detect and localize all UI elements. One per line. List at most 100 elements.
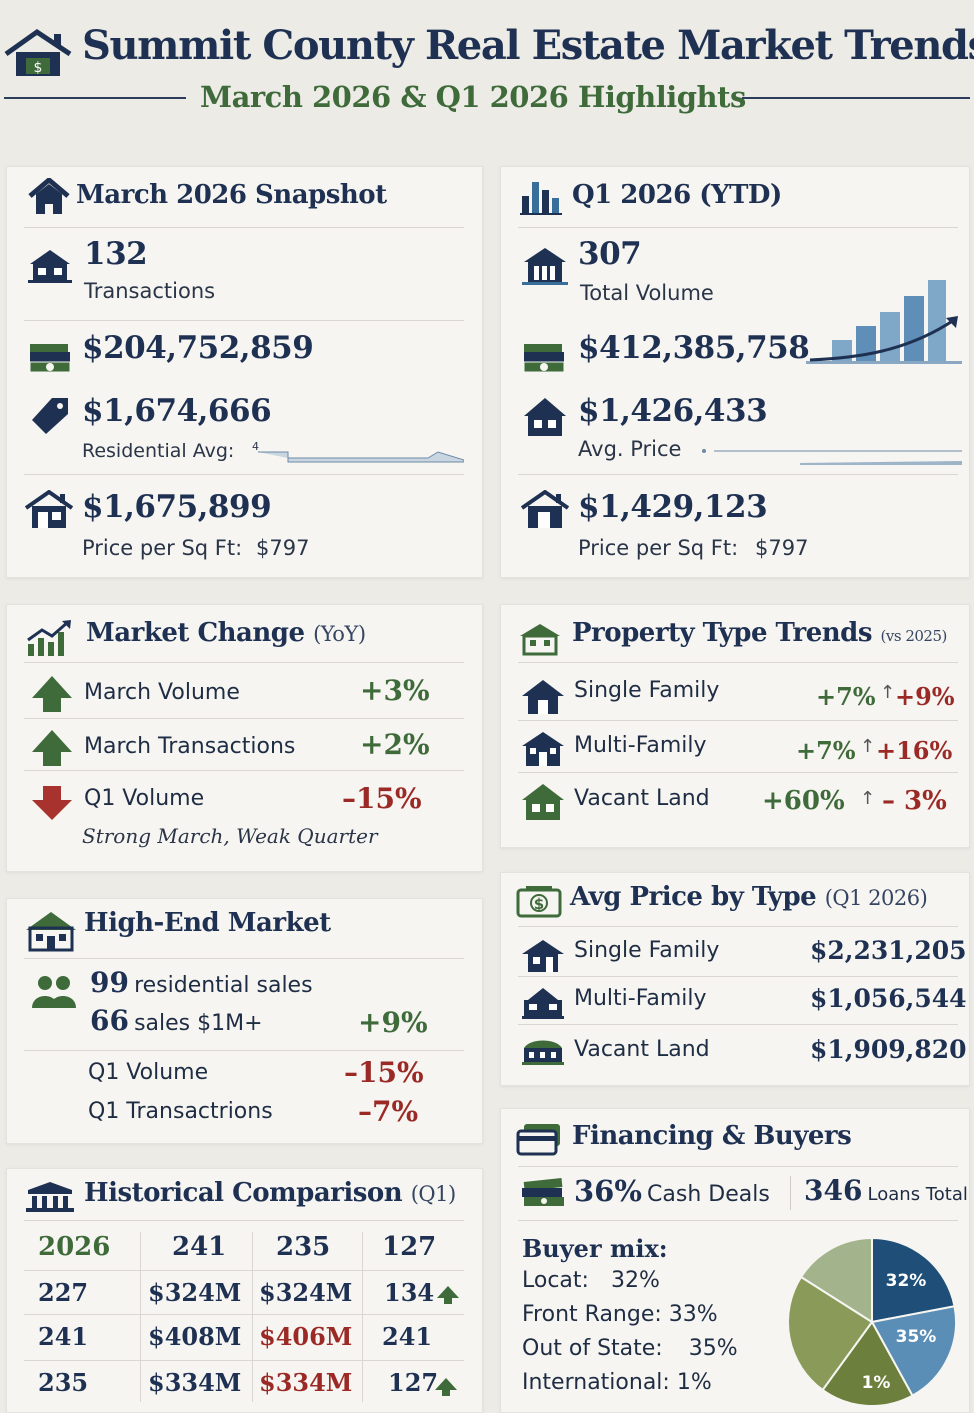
arrow-separator-icon: ↑	[860, 736, 876, 757]
march-snapshot-card	[6, 166, 483, 578]
home-icon	[24, 490, 74, 528]
bar-chart-icon	[520, 182, 562, 215]
arrow-separator-icon: ↑	[860, 788, 876, 809]
market-change-title: Market Change (YoY)	[86, 618, 366, 648]
house-icon	[524, 398, 566, 436]
high-end-million-row: 66 sales $1M+	[90, 1004, 263, 1037]
table-cell: 235	[38, 1368, 89, 1397]
table-cell: $334M	[259, 1368, 353, 1397]
q1-ppsf-label: Price per Sq Ft:	[578, 536, 739, 560]
people-icon	[32, 976, 76, 1008]
home-icon	[520, 490, 570, 528]
barn-icon	[522, 784, 564, 820]
q1-median-value: $1,429,123	[578, 489, 768, 525]
pie-slice	[787, 1275, 874, 1392]
page-title: Summit County Real Estate Market Trends	[82, 22, 974, 69]
svg-text:$: $	[34, 60, 43, 76]
q1-ppsf-value: $797	[755, 536, 809, 560]
market-change-card	[6, 604, 483, 872]
pie-label: 32%	[886, 1271, 927, 1291]
march-transactions-value: 132	[84, 236, 148, 272]
high-end-label: Q1 Transactrions	[88, 1099, 273, 1124]
table-cell: $408M	[148, 1322, 242, 1351]
market-change-label: Q1 Volume	[84, 786, 205, 811]
property-type-change: +7%	[796, 736, 856, 765]
buyer-mix-title: Buyer mix:	[522, 1234, 668, 1263]
arrow-up-icon	[435, 1378, 457, 1396]
table-cell: 127	[388, 1368, 439, 1397]
arrow-down-icon	[32, 786, 72, 820]
growth-bars-decoration	[806, 280, 962, 364]
house-dollar-logo-icon: $	[4, 28, 72, 76]
svg-text:$: $	[534, 895, 544, 913]
price-tag-icon	[32, 398, 68, 434]
multi-family-icon	[522, 732, 564, 766]
march-volume-value: $204,752,859	[82, 330, 314, 366]
table-header-cell: 2026	[38, 1232, 111, 1262]
house-icon	[522, 680, 564, 714]
buyer-mix-item: International: 1%	[522, 1370, 712, 1395]
pie-slice	[870, 1305, 957, 1397]
property-type-change: +9%	[895, 682, 955, 711]
table-cell: 227	[38, 1278, 89, 1307]
march-avg-value: $1,674,666	[82, 393, 272, 429]
cash-icon	[523, 344, 565, 373]
property-type-change: – 3%	[882, 786, 947, 816]
building-columns-icon	[26, 1182, 74, 1212]
table-cell: $324M	[259, 1278, 353, 1307]
q1-ytd-card	[500, 166, 970, 578]
avg-type-value: $2,231,205	[810, 936, 967, 965]
q1-avg-value: $1,426,433	[578, 393, 768, 429]
market-change-note: Strong March, Weak Quarter	[82, 824, 378, 848]
table-cell: 241	[382, 1322, 433, 1351]
high-end-million-change: +9%	[358, 1006, 428, 1039]
market-change-value: –15%	[342, 782, 422, 815]
avg-by-type-card	[500, 872, 970, 1086]
avg-type-label: Single Family	[574, 938, 720, 963]
property-type-change: +60%	[762, 786, 845, 816]
cash-icon	[29, 344, 71, 373]
house-icon	[522, 940, 564, 972]
building-icon	[522, 248, 568, 285]
sparkline-decoration	[258, 451, 464, 463]
market-change-value: +2%	[360, 728, 430, 761]
buyer-mix-pie: 32% 35% 1%	[787, 1236, 957, 1407]
pie-label: 1%	[862, 1373, 891, 1393]
table-header-cell: 235	[276, 1232, 331, 1262]
table-header-cell: 241	[172, 1232, 227, 1262]
table-cell: $406M	[259, 1322, 353, 1351]
dollar-bill-icon: $	[516, 886, 562, 918]
cash-deals-row: 36% Cash Deals	[574, 1174, 770, 1208]
historical-title: Historical Comparison (Q1)	[84, 1178, 456, 1208]
q1-ytd-title: Q1 2026 (YTD)	[572, 180, 782, 210]
pie-slice	[821, 1320, 914, 1407]
cash-stack-icon	[522, 1178, 564, 1206]
table-cell: 241	[38, 1322, 89, 1351]
high-end-title: High-End Market	[84, 908, 331, 938]
buyer-mix-item: Front Range: 33%	[522, 1302, 718, 1327]
storefront-icon	[28, 250, 72, 283]
table-cell: $324M	[148, 1278, 242, 1307]
table-cell: $334M	[148, 1368, 242, 1397]
mansion-icon	[26, 912, 76, 952]
march-ppsf-label: Price per Sq Ft:	[82, 536, 243, 560]
high-end-card	[6, 898, 483, 1144]
buyer-mix-item: Out of State: 35%	[522, 1336, 738, 1361]
pie-label: 35%	[896, 1327, 937, 1347]
house-icon	[520, 624, 560, 656]
historical-card	[6, 1168, 483, 1413]
march-ppsf-value: $797	[256, 536, 310, 560]
high-end-residential-row: 99 residential sales	[90, 966, 313, 999]
arrow-up-icon	[32, 730, 72, 766]
avg-type-value: $1,056,544	[810, 984, 967, 1013]
avg-type-value: $1,909,820	[810, 1035, 967, 1064]
high-end-label: Q1 Volume	[88, 1060, 209, 1085]
q1-volume-value: 307	[578, 236, 642, 272]
avg-type-label: Multi-Family	[574, 986, 707, 1011]
property-trends-card	[500, 604, 970, 848]
arrow-separator-icon: ↑	[880, 682, 896, 703]
land-plot-icon	[522, 1040, 564, 1065]
table-header-cell: 127	[382, 1232, 437, 1262]
avg-by-type-title: Avg Price by Type (Q1 2026)	[570, 882, 928, 912]
q1-volume-label: Total Volume	[580, 281, 714, 305]
